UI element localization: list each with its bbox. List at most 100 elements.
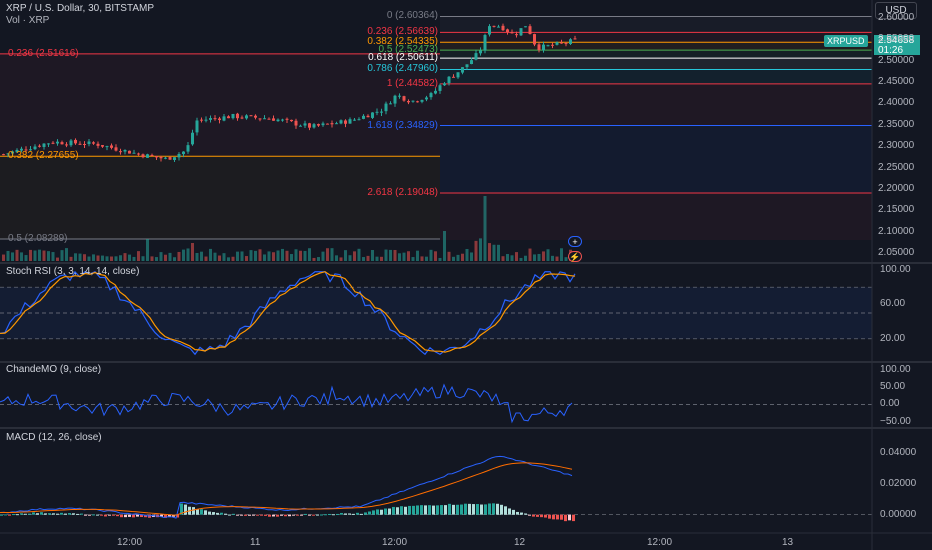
symbol-title[interactable]: XRP / U.S. Dollar, 30, BITSTAMP [6, 3, 155, 14]
candle-body [38, 145, 41, 147]
macd-histogram-bar [452, 504, 455, 515]
macd-histogram-bar [268, 514, 271, 517]
volume-bar [254, 250, 257, 261]
macd-histogram-bar [12, 514, 15, 516]
macd-histogram-bar [168, 514, 171, 517]
candle-body [515, 34, 518, 36]
macd-histogram-bar [372, 510, 375, 515]
macd-histogram-bar [276, 514, 279, 517]
macd-histogram-bar [304, 513, 307, 515]
lightning-icon[interactable]: ⚡ [568, 251, 582, 262]
candle-body [128, 150, 131, 154]
volume-bar [564, 257, 568, 261]
price-axis-label: 2.20000 [878, 182, 915, 194]
stoch-axis-label: 100.00 [880, 264, 911, 275]
volume-bar [110, 256, 113, 261]
volume-bar [384, 249, 388, 261]
candle-body [443, 83, 446, 86]
candle-body [551, 44, 554, 46]
macd-histogram-bar [512, 509, 515, 515]
macd-histogram-bar [64, 513, 67, 515]
macd-histogram-bar [408, 505, 411, 515]
candle-body [429, 93, 433, 98]
volume-bar [200, 251, 203, 261]
macd-histogram-bar [284, 514, 287, 517]
left-fib-label: 0.382 (2.27655) [8, 150, 79, 162]
macd-histogram-bar [192, 507, 195, 515]
macd-histogram-bar [140, 514, 143, 517]
volume-bar [375, 256, 379, 261]
volume-bar [218, 255, 221, 261]
macd-histogram-bar [180, 503, 183, 515]
price-axis-label: 2.05000 [878, 247, 915, 258]
candle-body [299, 125, 302, 127]
candle-body [344, 120, 347, 124]
macd-histogram-bar [56, 513, 59, 515]
candle-body [326, 123, 329, 125]
volume-bar [105, 256, 109, 261]
macd-axis-label: 0.02000 [880, 478, 917, 489]
fib-label: 2.618 (2.19048) [367, 186, 438, 198]
volume-legend[interactable]: Vol · XRP [6, 15, 50, 26]
volume-bar [281, 248, 284, 261]
chande-mo-legend[interactable]: ChandeMO (9, close) [6, 364, 102, 375]
time-axis-label: 12:00 [117, 537, 143, 548]
macd-histogram-bar [492, 503, 495, 515]
volume-bar [411, 257, 415, 261]
candle-body [213, 118, 217, 120]
volume-bar [240, 251, 244, 261]
currency-button[interactable]: USD [875, 2, 917, 19]
add-alert-icon[interactable]: + [568, 236, 582, 247]
macd-histogram-bar [488, 503, 491, 515]
fib-label: 0.618 (2.50611) [368, 52, 438, 64]
volume-bar [186, 248, 190, 261]
candle-body [146, 154, 149, 158]
candle-body [6, 153, 10, 155]
candle-body [380, 111, 383, 113]
volume-bar [470, 252, 473, 261]
fib-label: 0.786 (2.47960) [367, 63, 438, 75]
fib-zone [0, 53, 440, 157]
macd-histogram-bar [44, 513, 47, 515]
volume-bar [533, 254, 536, 261]
volume-bar [299, 250, 302, 261]
last-price-value: 2.54658 [878, 35, 915, 46]
macd-histogram-bar [336, 513, 339, 515]
volume-bar [303, 250, 307, 261]
macd-histogram-bar [324, 514, 327, 516]
macd-histogram-bar [272, 514, 275, 517]
candle-body [123, 149, 127, 152]
volume-bar [33, 250, 37, 261]
candle-body [159, 156, 163, 159]
candle-body [182, 151, 185, 155]
candle-body [470, 60, 473, 64]
fib-label: 0.5 (2.52473) [378, 44, 439, 56]
pane-divider-2[interactable] [0, 361, 932, 363]
candle-body [119, 151, 122, 153]
volume-bar [425, 256, 428, 261]
volume-bar [344, 250, 347, 261]
pane-divider-1[interactable] [0, 262, 932, 264]
stoch-rsi-legend[interactable]: Stoch RSI (3, 3, 14, 14, close) [6, 266, 140, 277]
candle-body [69, 140, 73, 146]
macd-legend[interactable]: MACD (12, 26, close) [6, 432, 102, 443]
candle-body [303, 123, 307, 126]
macd-histogram-bar [508, 508, 511, 515]
volume-bar [492, 244, 496, 261]
candle-body [96, 143, 100, 146]
macd-histogram-bar [24, 513, 27, 515]
volume-bar [42, 250, 46, 261]
candle-body [479, 50, 482, 54]
macd-histogram-bar [412, 505, 415, 515]
pane-divider-3[interactable] [0, 427, 932, 429]
macd-histogram-bar [20, 513, 23, 515]
stoch-axis-label: 20.00 [880, 332, 906, 344]
macd-histogram-bar [244, 514, 247, 516]
fib-zone [440, 50, 872, 59]
volume-bar [132, 256, 136, 261]
price-axis-label: 2.40000 [878, 97, 915, 109]
candle-body [263, 118, 266, 120]
candle-body [461, 67, 464, 73]
macd-histogram-bar [52, 513, 55, 515]
